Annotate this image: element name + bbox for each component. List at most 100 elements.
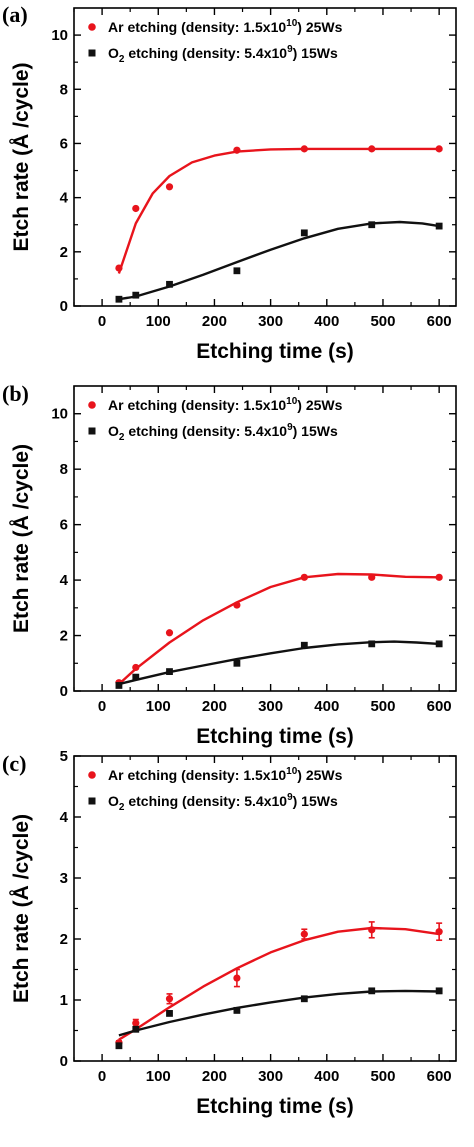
x-tick-label: 0 — [98, 698, 106, 715]
series-1-fit-line — [118, 572, 440, 685]
x-axis-label: Etching time (s) — [196, 1095, 354, 1118]
y-tick-label: 10 — [51, 406, 68, 423]
series-2-point — [435, 222, 443, 230]
series-2-point — [132, 673, 140, 681]
legend-text-part: ) 25Ws — [297, 397, 342, 413]
legend-text-part: 2 — [119, 802, 125, 813]
chart-panel-3: (c) 0 100 200 300 400 500 600 0 1 2 3 4 5 Etching time… — [2, 748, 457, 1118]
series-2-point — [115, 682, 123, 689]
y-axis-label: Etch rate (Å /cycle) — [9, 62, 33, 251]
series-2-point — [233, 267, 241, 275]
x-tick-label: 400 — [314, 1068, 339, 1085]
legend-text-part: O — [108, 793, 119, 809]
legend-label-2: O2 etching (density: 5.4x109) 15Ws — [108, 44, 338, 65]
legend-label-1: Ar etching (density: 1.5x1010) 25Ws — [108, 396, 343, 413]
chart-panel-2: (b) 0 100 200 300 400 500 600 0 2 4 6 8 10 Etching tim… — [2, 381, 457, 748]
series-1-point — [132, 663, 140, 672]
legend-marker-2 — [88, 427, 96, 435]
series-2-point — [300, 641, 308, 649]
legend-label-2: O2 etching (density: 5.4x109) 15Ws — [108, 792, 338, 813]
legend-text-part: etching (density: 5.4x10 — [124, 45, 287, 61]
panel-label: (a) — [2, 2, 28, 27]
series-1-point — [115, 264, 123, 272]
x-tick-label: 300 — [258, 313, 283, 330]
legend-text-part: Ar etching (density: 1.5x10 — [108, 767, 286, 783]
chart-panel-1: (a) 0 100 200 300 400 500 600 0 2 4 6 8 10 Etching tim… — [2, 2, 457, 363]
legend-text-part: 2 — [119, 432, 125, 443]
x-tick-label: 300 — [258, 698, 283, 715]
legend-text-part: O — [108, 423, 119, 439]
series-2-point — [166, 668, 173, 675]
y-tick-label: 4 — [60, 572, 69, 589]
series-2-fit-line — [118, 220, 440, 301]
series-2-point — [166, 1010, 173, 1017]
series-1-point — [165, 183, 174, 191]
x-tick-label: 200 — [202, 1068, 227, 1085]
x-tick-label: 500 — [370, 698, 395, 715]
y-tick-label: 0 — [60, 683, 68, 700]
series-2-point — [132, 291, 140, 299]
legend-marker-2 — [88, 797, 96, 805]
x-tick-label: 400 — [314, 313, 339, 330]
x-tick-label: 500 — [370, 313, 395, 330]
series-1-point — [132, 1019, 140, 1027]
legend-marker-2 — [88, 49, 96, 57]
series-2-point — [233, 1006, 241, 1014]
legend-text-part: 9 — [287, 422, 293, 433]
y-tick-label: 8 — [60, 461, 68, 478]
y-tick-label: 1 — [60, 992, 68, 1009]
series-1-point — [233, 974, 241, 982]
x-axis-label: Etching time (s) — [196, 725, 354, 748]
x-tick-label: 100 — [146, 313, 171, 330]
legend-text-part: O — [108, 45, 119, 61]
plot-frame — [73, 385, 457, 692]
y-tick-label: 4 — [60, 809, 69, 826]
y-tick-label: 6 — [60, 517, 68, 534]
legend-text-part: 9 — [287, 44, 293, 55]
series-1-point — [435, 573, 443, 581]
y-tick-label: 5 — [60, 748, 68, 765]
legend-marker-1 — [88, 23, 96, 31]
series-1-point — [368, 573, 376, 581]
x-tick-label: 100 — [146, 698, 171, 715]
x-tick-label: 600 — [427, 313, 452, 330]
x-tick-label: 400 — [314, 698, 339, 715]
x-tick-label: 200 — [202, 698, 227, 715]
series-2-point — [115, 295, 123, 303]
series-1-point — [233, 146, 241, 154]
x-tick-label: 100 — [146, 1068, 171, 1085]
series-1-point — [368, 926, 376, 934]
legend-text-part: ) 15Ws — [293, 423, 338, 439]
legend-marker-1 — [88, 771, 96, 779]
y-tick-label: 0 — [60, 1053, 68, 1070]
y-tick-label: 6 — [60, 135, 68, 152]
legend-text-part: Ar etching (density: 1.5x10 — [108, 19, 286, 35]
series-2-point — [166, 280, 173, 288]
series-1-point — [132, 204, 140, 213]
y-tick-label: 10 — [51, 27, 68, 44]
panel-label: (c) — [2, 751, 26, 776]
series-1-fit-line — [118, 926, 440, 1041]
y-tick-label: 2 — [60, 244, 68, 261]
series-2-fit-line — [118, 989, 440, 1037]
legend-text-part: 2 — [119, 54, 125, 65]
series-1-point — [435, 145, 443, 153]
y-tick-label: 2 — [60, 628, 68, 645]
series-1-fit-line — [117, 147, 440, 274]
series-1-point — [435, 928, 443, 936]
legend-text-part: Ar etching (density: 1.5x10 — [108, 397, 286, 413]
y-tick-label: 0 — [60, 298, 68, 315]
series-1-point — [368, 145, 376, 153]
legend-marker-1 — [88, 401, 96, 409]
series-1-point — [165, 995, 174, 1003]
y-tick-label: 2 — [60, 931, 68, 948]
legend-label-2: O2 etching (density: 5.4x109) 15Ws — [108, 422, 338, 443]
x-tick-label: 600 — [427, 698, 452, 715]
legend-label-1: Ar etching (density: 1.5x1010) 25Ws — [108, 18, 343, 35]
legend-text-part: 10 — [286, 18, 298, 29]
series-2-point — [115, 1042, 123, 1050]
y-tick-label: 4 — [60, 190, 69, 207]
series-2-point — [368, 987, 376, 995]
y-tick-label: 3 — [60, 870, 68, 887]
y-axis-label: Etch rate (Å /cycle) — [9, 444, 33, 633]
